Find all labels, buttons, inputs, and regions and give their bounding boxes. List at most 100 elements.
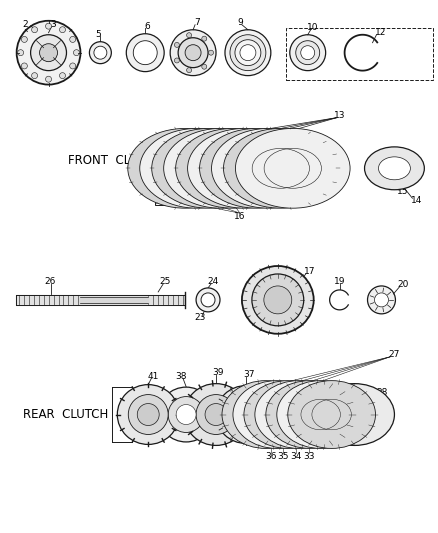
Text: 12: 12 [375,28,386,37]
Text: 35: 35 [277,452,289,461]
Ellipse shape [202,64,207,69]
Text: 15: 15 [397,187,408,196]
Ellipse shape [233,381,321,448]
Ellipse shape [252,274,304,326]
Ellipse shape [60,27,66,33]
Ellipse shape [244,381,332,448]
Ellipse shape [364,147,424,190]
Ellipse shape [140,128,254,208]
Text: 39: 39 [212,368,224,377]
Ellipse shape [201,293,215,307]
Text: 24: 24 [208,278,219,286]
Ellipse shape [223,128,338,208]
Text: 25: 25 [159,278,171,286]
Ellipse shape [374,293,389,307]
Ellipse shape [264,286,292,314]
Text: 3: 3 [51,20,57,29]
Text: FRONT  CLUTCH: FRONT CLUTCH [68,154,162,167]
Ellipse shape [277,381,364,448]
Ellipse shape [314,384,395,446]
Ellipse shape [255,381,343,448]
Ellipse shape [378,157,410,180]
Ellipse shape [21,63,27,69]
Ellipse shape [117,385,179,445]
Ellipse shape [335,399,374,430]
Ellipse shape [296,41,320,64]
Ellipse shape [205,403,227,425]
Ellipse shape [176,405,196,424]
Ellipse shape [32,72,38,79]
Ellipse shape [18,50,24,55]
Ellipse shape [133,41,157,64]
Ellipse shape [208,50,213,55]
Text: 17: 17 [304,268,315,277]
Ellipse shape [187,68,191,72]
Ellipse shape [178,38,208,68]
Ellipse shape [94,46,107,59]
Ellipse shape [39,44,57,62]
Ellipse shape [174,58,180,63]
Ellipse shape [184,384,248,446]
Ellipse shape [74,50,79,55]
Bar [286,28,433,79]
Ellipse shape [290,35,326,71]
Ellipse shape [196,394,236,434]
Ellipse shape [60,72,66,79]
Bar [155,135,193,205]
Text: 23: 23 [194,313,206,322]
Ellipse shape [176,128,290,208]
Ellipse shape [301,46,314,60]
Text: 9: 9 [237,18,243,27]
Text: 26: 26 [45,278,56,286]
Ellipse shape [232,401,260,429]
Text: 6: 6 [145,22,150,31]
Text: 41: 41 [148,372,159,381]
Text: 33: 33 [303,452,314,461]
Ellipse shape [164,128,278,208]
Ellipse shape [31,35,67,71]
Ellipse shape [32,27,38,33]
Ellipse shape [174,43,180,47]
Ellipse shape [126,34,164,71]
Text: 34: 34 [290,452,301,461]
Text: 2: 2 [23,20,28,29]
Ellipse shape [187,128,302,208]
Text: 16: 16 [234,212,246,221]
Ellipse shape [216,385,276,443]
Ellipse shape [46,23,52,29]
Ellipse shape [212,128,326,208]
Text: 5: 5 [95,30,101,39]
Text: 27: 27 [389,350,400,359]
Ellipse shape [222,381,310,448]
Text: REAR  CLUTCH: REAR CLUTCH [23,408,108,421]
Ellipse shape [46,76,52,82]
Ellipse shape [70,36,76,43]
Ellipse shape [128,394,168,434]
Ellipse shape [196,288,220,312]
Ellipse shape [70,63,76,69]
Text: 13: 13 [334,111,346,120]
Text: 37: 37 [243,370,254,379]
Text: 7: 7 [194,18,200,27]
Ellipse shape [266,381,353,448]
Ellipse shape [235,40,261,66]
Ellipse shape [185,45,201,61]
Ellipse shape [288,381,375,448]
Ellipse shape [200,128,314,208]
Text: 14: 14 [411,196,422,205]
Ellipse shape [187,33,191,38]
Ellipse shape [367,286,396,314]
Ellipse shape [17,21,81,85]
Ellipse shape [89,42,111,63]
Ellipse shape [168,397,204,432]
Text: 38: 38 [175,372,187,381]
Ellipse shape [230,35,266,71]
Text: 36: 36 [265,452,276,461]
Text: 20: 20 [398,280,409,289]
Ellipse shape [128,128,242,208]
Ellipse shape [158,387,214,442]
Ellipse shape [242,266,314,334]
Ellipse shape [21,36,27,43]
Ellipse shape [152,128,266,208]
Ellipse shape [240,45,256,61]
